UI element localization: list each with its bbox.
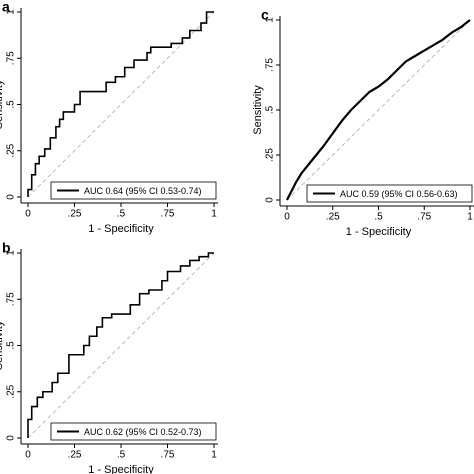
- x-axis-label: 1 - Specificity: [88, 464, 154, 474]
- y-tick-label: .75: [6, 292, 17, 306]
- legend-box: [50, 181, 217, 200]
- x-tick-label: 1: [211, 450, 217, 461]
- x-tick-label: 0: [25, 209, 31, 220]
- roc-curve: [286, 19, 471, 201]
- x-tick-label: .75: [417, 212, 431, 223]
- roc-curve: [27, 252, 214, 438]
- legend-box: [50, 422, 217, 441]
- reference-line: [286, 19, 471, 201]
- y-tick-label: 0: [265, 197, 276, 203]
- panel-label: a: [2, 0, 10, 15]
- x-tick-label: 1: [211, 209, 217, 220]
- y-tick-label: 0: [6, 194, 17, 200]
- y-tick-label: 1: [265, 17, 276, 23]
- legend-label: AUC 0.62 (95% CI 0.52-0.73): [84, 427, 202, 437]
- x-tick-label: 0: [284, 212, 290, 223]
- legend-box: [306, 184, 473, 203]
- panel-label: c: [261, 7, 269, 23]
- y-tick-label: .5: [265, 105, 276, 114]
- legend-label: AUC 0.64 (95% CI 0.53-0.74): [84, 186, 202, 196]
- y-tick-label: .25: [6, 384, 17, 398]
- x-axis-label: 1 - Specificity: [88, 223, 154, 235]
- x-tick-label: .5: [117, 450, 126, 461]
- y-tick-label: 1: [6, 250, 17, 256]
- x-tick-label: 0: [25, 450, 31, 461]
- y-tick-label: .5: [6, 341, 17, 350]
- roc-curve: [27, 11, 214, 197]
- x-tick-label: .5: [117, 209, 126, 220]
- y-tick-label: 1: [6, 9, 17, 15]
- y-tick-label: 0: [6, 435, 17, 441]
- x-axis-label: 1 - Specificity: [346, 226, 412, 238]
- y-axis-label: Sensitivity: [252, 85, 264, 135]
- y-tick-label: .25: [265, 148, 276, 162]
- x-tick-label: .25: [68, 450, 82, 461]
- y-axis-label: Sensitivity: [0, 79, 5, 129]
- x-tick-label: .75: [161, 450, 175, 461]
- panel-label: b: [2, 240, 11, 256]
- y-axis-label: Sensitivity: [0, 320, 5, 370]
- x-tick-label: .25: [326, 212, 340, 223]
- x-tick-label: .25: [68, 209, 82, 220]
- reference-line: [27, 11, 215, 198]
- y-tick-label: .25: [6, 143, 17, 157]
- reference-line: [27, 252, 215, 439]
- y-tick-label: .75: [6, 51, 17, 65]
- x-tick-label: .75: [161, 209, 175, 220]
- y-tick-label: .75: [265, 58, 276, 72]
- legend-label: AUC 0.59 (95% CI 0.56-0.63): [340, 189, 458, 199]
- x-tick-label: 1: [467, 212, 473, 223]
- x-tick-label: .5: [374, 212, 383, 223]
- y-tick-label: .5: [6, 100, 17, 109]
